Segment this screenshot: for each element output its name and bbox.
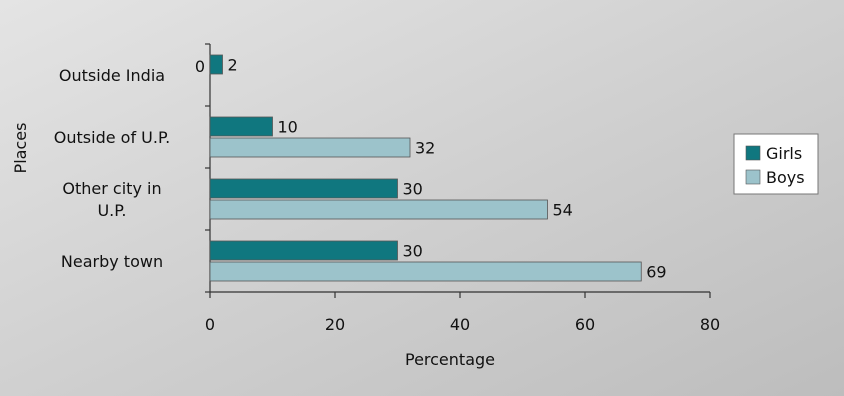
x-axis-title: Percentage — [405, 350, 495, 369]
category-label: Nearby town — [61, 252, 163, 271]
data-label-boys: 69 — [646, 263, 666, 282]
x-tick-label: 60 — [575, 315, 595, 334]
data-label-girls: 10 — [278, 118, 298, 137]
x-tick-label: 20 — [325, 315, 345, 334]
bar-girls — [209, 116, 273, 137]
legend-label-girls: Girls — [766, 144, 802, 163]
data-label-boys: 32 — [415, 139, 435, 158]
bar-girls — [209, 240, 398, 261]
bar-boys — [209, 199, 548, 220]
bar-boys — [209, 261, 642, 282]
data-label-boys: 0 — [195, 57, 205, 76]
bars — [209, 54, 642, 282]
bar-girls — [209, 178, 398, 199]
bar-girls — [209, 54, 223, 75]
category-label: Outside India — [59, 66, 165, 85]
data-label-boys: 54 — [553, 201, 573, 220]
legend: Girls Boys — [733, 133, 819, 195]
y-axis-title: Places — [11, 123, 30, 174]
x-tick-label: 80 — [700, 315, 720, 334]
data-label-girls: 30 — [403, 180, 423, 199]
x-tick-label: 40 — [450, 315, 470, 334]
data-label-girls: 2 — [228, 56, 238, 75]
data-label-girls: 30 — [403, 242, 423, 261]
legend-swatch-girls — [745, 145, 761, 161]
bar-boys — [209, 137, 411, 158]
category-label: Other city in U.P. — [62, 179, 161, 220]
category-label: Outside of U.P. — [54, 128, 170, 147]
x-tick-label: 0 — [205, 315, 215, 334]
legend-label-boys: Boys — [766, 168, 805, 187]
legend-swatch-boys — [745, 169, 761, 185]
